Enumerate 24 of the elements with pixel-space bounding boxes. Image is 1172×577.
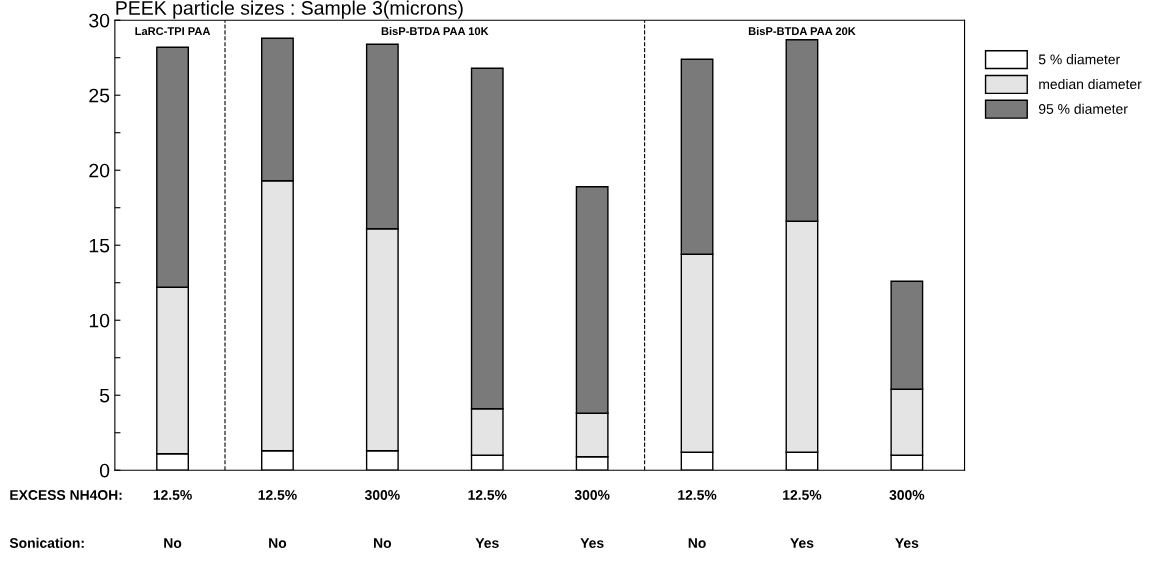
y-tick-label: 10 [89, 313, 110, 328]
annotation: LaRC-TPI PAA [135, 27, 211, 36]
category-label: 12.5% No [153, 490, 192, 548]
category-label: 12.5% Yes [783, 490, 822, 548]
legend-label: median diameter [1039, 78, 1142, 90]
text: Sonication: [9, 537, 84, 548]
legend-label: 95 % diameter [1038, 103, 1128, 114]
y-tick-label: 25 [89, 88, 110, 103]
category-label: 12.5% No [258, 490, 297, 548]
category-label: 12.5% Yes [468, 490, 507, 548]
category-label: 300% Yes [574, 490, 610, 548]
chart-title: PEEK particle sizes : Sample 3(microns) [116, 0, 463, 19]
y-tick-label: 15 [89, 238, 110, 253]
y-tick-label: 5 [99, 388, 110, 403]
y-tick-label: 20 [89, 163, 110, 178]
category-label: 12.5% No [678, 490, 717, 548]
text: EXCESS NH4OH: [10, 490, 122, 500]
category-label: 300% Yes [889, 490, 925, 548]
annotation: BisP-BTDA PAA 10K [381, 26, 489, 36]
y-tick-label: 0 [99, 463, 110, 478]
legend-label: 5 % diameter [1038, 54, 1120, 65]
annotation: BisP-BTDA PAA 20K [748, 26, 856, 36]
category-label: 300% No [364, 490, 400, 548]
y-tick-label: 30 [89, 13, 110, 28]
